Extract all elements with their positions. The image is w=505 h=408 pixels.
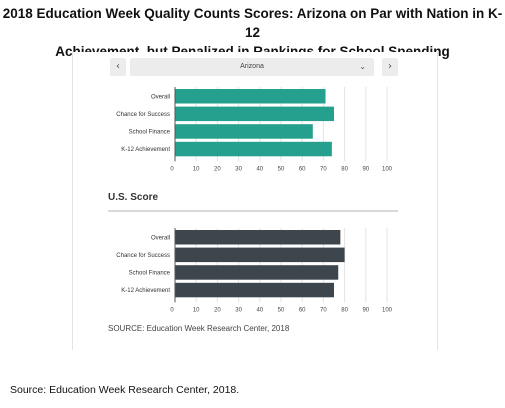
chart-title-line-1: 2018 Education Week Quality Counts Score… (2, 6, 503, 40)
arizona-tick-label: 10 (193, 166, 200, 172)
arizona-category-label: Overall (151, 94, 170, 100)
arizona-tick-label: 50 (278, 166, 285, 172)
us-tick-label: 10 (193, 307, 200, 313)
arizona-bar (175, 124, 313, 139)
us-category-label: Overall (151, 235, 170, 241)
inner-source-note: SOURCE: Education Week Research Center, … (108, 324, 290, 333)
next-state-button[interactable]: › (382, 58, 398, 76)
state-select-value: Arizona (240, 63, 264, 70)
arizona-tick-label: 30 (235, 166, 242, 172)
us-tick-label: 100 (382, 307, 393, 313)
chevron-right-icon: › (388, 61, 392, 72)
us-bar (175, 230, 341, 245)
arizona-tick-label: 80 (341, 166, 348, 172)
arizona-category-label: Chance for Success (116, 112, 170, 118)
arizona-tick-label: 60 (299, 166, 306, 172)
chevron-down-icon: ⌄ (359, 62, 366, 71)
arizona-tick-label: 100 (382, 166, 393, 172)
arizona-tick-label: 70 (320, 166, 327, 172)
us-category-label: Chance for Success (116, 253, 170, 259)
arizona-tick-label: 90 (362, 166, 369, 172)
us-tick-label: 30 (235, 307, 242, 313)
us-tick-label: 20 (214, 307, 221, 313)
us-tick-label: 70 (320, 307, 327, 313)
state-select[interactable]: Arizona ⌄ (130, 58, 374, 76)
arizona-category-label: School Finance (129, 129, 171, 135)
arizona-tick-label: 40 (256, 166, 263, 172)
us-section-title: U.S. Score (108, 192, 159, 203)
prev-state-button[interactable]: ‹ (110, 58, 126, 76)
arizona-tick-label: 20 (214, 166, 221, 172)
us-tick-label: 50 (278, 307, 285, 313)
arizona-category-label: K-12 Achievement (121, 147, 170, 153)
chevron-left-icon: ‹ (116, 61, 120, 72)
arizona-bar (175, 106, 334, 122)
us-tick-label: 90 (362, 307, 369, 313)
arizona-bar (175, 89, 326, 104)
us-bar (175, 265, 339, 280)
us-tick-label: 60 (299, 307, 306, 313)
us-tick-label: 0 (170, 307, 174, 313)
us-category-label: K-12 Achievement (121, 288, 170, 294)
us-bar (175, 282, 334, 298)
section-divider (108, 210, 398, 212)
us-category-label: School Finance (129, 270, 171, 276)
us-tick-label: 80 (341, 307, 348, 313)
arizona-tick-label: 0 (170, 166, 174, 172)
arizona-bar (175, 141, 332, 157)
outer-source-note: Source: Education Week Research Center, … (10, 384, 240, 396)
us-bar (175, 247, 345, 263)
us-tick-label: 40 (256, 307, 263, 313)
